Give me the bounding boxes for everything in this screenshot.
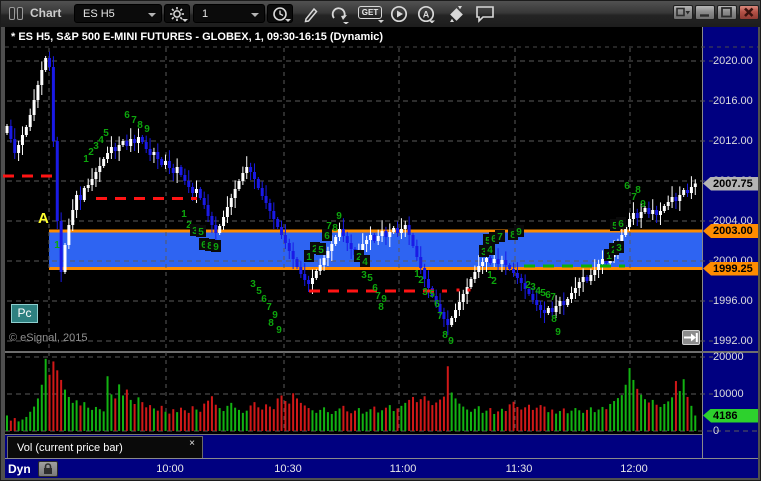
goto-latest-bar-button[interactable] <box>682 330 700 345</box>
get-data-button[interactable]: GET <box>358 6 384 23</box>
window-title: Chart <box>30 6 62 20</box>
restore-icon <box>676 7 690 17</box>
price-axis-label: 2012.00 <box>713 135 753 147</box>
chart-settings-button[interactable] <box>164 4 190 23</box>
arrow-to-end-icon <box>684 333 698 342</box>
tab-label: Vol (current price bar) <box>17 442 123 454</box>
volume-axis-label: 0 <box>713 425 720 437</box>
close-icon <box>744 7 754 17</box>
time-tick-11:00: 11:00 <box>389 463 417 475</box>
symbol-dropdown[interactable]: ES H5 <box>74 4 162 23</box>
time-tick-10:30: 10:30 <box>274 463 302 475</box>
study-tab-strip: Vol (current price bar) × <box>5 434 702 459</box>
chevron-down-icon <box>148 13 156 17</box>
volume-tag: 4186 <box>703 408 758 423</box>
volume-axis-label: 20000 <box>713 351 744 363</box>
padlock-icon <box>44 463 52 474</box>
auto-analysis-icon[interactable]: A <box>417 5 435 23</box>
a-event-marker: A <box>38 210 49 227</box>
pane-separator[interactable] <box>5 351 758 353</box>
tab-volume-study[interactable]: Vol (current price bar) × <box>7 436 203 459</box>
compare-curve-icon[interactable] <box>330 5 350 24</box>
maximize-icon <box>721 7 732 18</box>
minimize-icon <box>700 14 709 17</box>
restore-button[interactable] <box>673 5 693 20</box>
title-bar: Chart ES H5 1 <box>1 1 760 27</box>
clock-icon <box>273 7 287 21</box>
chat-bubble-icon[interactable] <box>475 5 495 23</box>
chevron-down-icon <box>182 19 188 22</box>
dyn-mode-label: Dyn <box>8 462 31 476</box>
interval-dropdown[interactable]: 1 <box>193 4 265 23</box>
interval-value: 1 <box>202 8 209 20</box>
price-axis-label: 2016.00 <box>713 95 753 107</box>
time-tick-11:30: 11:30 <box>505 463 533 475</box>
chevron-down-icon <box>251 13 259 17</box>
play-replay-icon[interactable] <box>390 5 408 23</box>
pencil-draw-icon[interactable] <box>302 5 320 23</box>
chevron-down-icon <box>285 19 291 22</box>
price-axis-label: 1992.00 <box>713 335 753 347</box>
diamond-alerts-icon[interactable] <box>447 5 465 23</box>
copyright-text: © eSignal, 2015 <box>9 332 88 344</box>
maximize-button[interactable] <box>717 5 737 20</box>
chart-header: * ES H5, S&P 500 E-MINI FUTURES - GLOBEX… <box>5 27 702 47</box>
lock-scale-button[interactable] <box>38 461 58 477</box>
time-template-button[interactable] <box>267 4 293 23</box>
time-tick-10:00: 10:00 <box>156 463 184 475</box>
price-tag-2007.75: 2007.75 <box>703 176 758 191</box>
get-label: GET <box>361 8 379 17</box>
price-axis-label: 1996.00 <box>713 295 753 307</box>
chevron-down-icon <box>378 20 384 23</box>
time-axis[interactable]: Dyn 10:00 10:30 11:00 11:30 12:00 <box>5 458 758 478</box>
gear-icon <box>170 7 184 21</box>
window-panes-icon <box>9 7 25 20</box>
time-tick-12:00: 12:00 <box>620 463 648 475</box>
chart-plot-area[interactable] <box>5 47 702 458</box>
minimize-button[interactable] <box>695 5 715 20</box>
close-button[interactable] <box>739 5 759 20</box>
volume-axis-label: 10000 <box>713 388 744 400</box>
svg-text:A: A <box>423 10 430 20</box>
chart-symbol-title: * ES H5, S&P 500 E-MINI FUTURES - GLOBEX… <box>11 31 384 43</box>
pc-study-badge: Pc <box>11 304 38 323</box>
price-axis[interactable]: 2020.002016.002012.002008.002004.002000.… <box>702 27 758 458</box>
price-tag-1999.25: 1999.25 <box>703 261 758 276</box>
tab-close-icon[interactable]: × <box>189 438 195 449</box>
symbol-value: ES H5 <box>83 8 115 20</box>
price-axis-label: 2020.00 <box>713 55 753 67</box>
price-tag-2003.00: 2003.00 <box>703 224 758 238</box>
